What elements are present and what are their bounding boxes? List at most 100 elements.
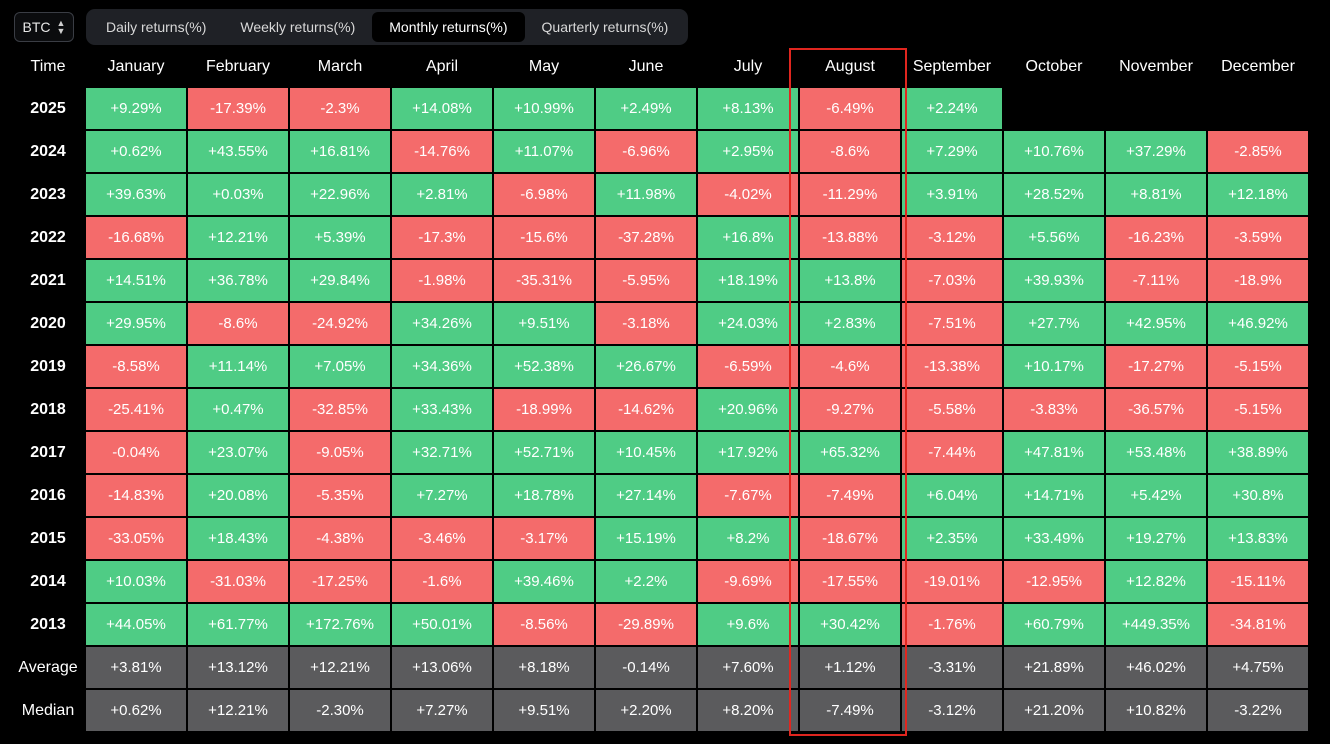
return-cell: +172.76%	[290, 604, 390, 645]
return-cell: +15.19%	[596, 518, 696, 559]
return-cell: -7.11%	[1106, 260, 1206, 301]
return-cell: -4.02%	[698, 174, 798, 215]
return-cell: -6.98%	[494, 174, 594, 215]
year-row-2024: 2024 +0.62% +43.55% +16.81% -14.76% +11.07% -6…	[12, 131, 1308, 172]
return-cell: +39.46%	[494, 561, 594, 602]
return-cell: -31.03%	[188, 561, 288, 602]
row-label: 2014	[30, 572, 66, 590]
return-cell: +11.98%	[596, 174, 696, 215]
return-cell: -35.31%	[494, 260, 594, 301]
return-cell: +2.49%	[596, 88, 696, 129]
return-cell: +44.05%	[86, 604, 186, 645]
return-cell: +18.78%	[494, 475, 594, 516]
return-cell: -15.6%	[494, 217, 594, 258]
return-cell: +12.18%	[1208, 174, 1308, 215]
return-cell: +32.71%	[392, 432, 492, 473]
return-cell: -15.11%	[1208, 561, 1308, 602]
return-cell: -25.41%	[86, 389, 186, 430]
return-cell: -29.89%	[596, 604, 696, 645]
return-cell: +3.81%	[86, 647, 186, 688]
return-cell: -8.58%	[86, 346, 186, 387]
chevron-up-down-icon: ▲ ▼	[56, 18, 66, 36]
summary-row-median: Median +0.62% +12.21% -2.30% +7.27% +9.51% +2.…	[12, 690, 1308, 731]
return-cell: -11.29%	[800, 174, 900, 215]
return-cell: +0.62%	[86, 131, 186, 172]
column-header-may: May	[528, 58, 560, 75]
return-cell: +16.8%	[698, 217, 798, 258]
return-cell: -7.44%	[902, 432, 1002, 473]
return-cell: +33.49%	[1004, 518, 1104, 559]
return-cell: +9.51%	[494, 303, 594, 344]
return-cell: +10.99%	[494, 88, 594, 129]
return-cell: -17.3%	[392, 217, 492, 258]
return-cell: +7.60%	[698, 647, 798, 688]
return-cell: +21.20%	[1004, 690, 1104, 731]
return-cell: -1.98%	[392, 260, 492, 301]
return-cell: +27.14%	[596, 475, 696, 516]
return-cell: +17.92%	[698, 432, 798, 473]
return-cell: -24.92%	[290, 303, 390, 344]
row-label: 2020	[30, 314, 66, 332]
return-cell: -7.49%	[800, 690, 900, 731]
year-row-2016: 2016 -14.83% +20.08% -5.35% +7.27% +18.78% +27…	[12, 475, 1308, 516]
column-header-time: Time	[30, 58, 66, 75]
return-cell: +2.81%	[392, 174, 492, 215]
return-cell: +2.35%	[902, 518, 1002, 559]
return-cell: -2.3%	[290, 88, 390, 129]
asset-select-label: BTC	[22, 19, 51, 35]
tab-monthly-returns[interactable]: Monthly returns(%)	[372, 12, 525, 42]
year-row-2021: 2021 +14.51% +36.78% +29.84% -1.98% -35.31% -5…	[12, 260, 1308, 301]
return-cell: +18.19%	[698, 260, 798, 301]
row-label: 2019	[30, 357, 66, 375]
table-body: 2025 +9.29% -17.39% -2.3% +14.08% +10.99% +2.4…	[12, 88, 1308, 731]
return-cell: -3.59%	[1208, 217, 1308, 258]
return-cell: +14.08%	[392, 88, 492, 129]
return-cell: -8.6%	[800, 131, 900, 172]
row-label: 2015	[30, 529, 66, 547]
asset-select[interactable]: BTC ▲ ▼	[14, 12, 74, 42]
return-cell: +9.51%	[494, 690, 594, 731]
year-row-2013: 2013 +44.05% +61.77% +172.76% +50.01% -8.56% -…	[12, 604, 1308, 645]
return-cell: -2.85%	[1208, 131, 1308, 172]
return-cell: +14.51%	[86, 260, 186, 301]
return-cell: -14.76%	[392, 131, 492, 172]
summary-row-average: Average +3.81% +13.12% +12.21% +13.06% +8.18%…	[12, 647, 1308, 688]
return-cell: +23.07%	[188, 432, 288, 473]
row-label: 2017	[30, 443, 66, 461]
return-cell: -8.6%	[188, 303, 288, 344]
tab-weekly-returns[interactable]: Weekly returns(%)	[240, 19, 356, 35]
return-cell: +21.89%	[1004, 647, 1104, 688]
return-cell: +43.55%	[188, 131, 288, 172]
return-cell: +30.42%	[800, 604, 900, 645]
return-cell: -14.62%	[596, 389, 696, 430]
tab-quarterly-returns[interactable]: Quarterly returns(%)	[541, 19, 669, 35]
return-cell: -13.88%	[800, 217, 900, 258]
return-cell: -13.38%	[902, 346, 1002, 387]
return-cell: -7.03%	[902, 260, 1002, 301]
return-cell: +2.2%	[596, 561, 696, 602]
return-cell: +9.6%	[698, 604, 798, 645]
return-cell: -8.56%	[494, 604, 594, 645]
return-cell: -9.27%	[800, 389, 900, 430]
return-cell: +16.81%	[290, 131, 390, 172]
return-cell: -3.18%	[596, 303, 696, 344]
return-cell: +14.71%	[1004, 475, 1104, 516]
return-cell: -6.59%	[698, 346, 798, 387]
year-row-2018: 2018 -25.41% +0.47% -32.85% +33.43% -18.99% -1…	[12, 389, 1308, 430]
return-cell: +26.67%	[596, 346, 696, 387]
return-cell: +37.29%	[1106, 131, 1206, 172]
return-cell: +46.02%	[1106, 647, 1206, 688]
return-cell: +4.75%	[1208, 647, 1308, 688]
return-cell: -12.95%	[1004, 561, 1104, 602]
return-cell: -7.49%	[800, 475, 900, 516]
return-cell: +2.95%	[698, 131, 798, 172]
return-cell: -5.15%	[1208, 389, 1308, 430]
row-label: 2021	[30, 271, 66, 289]
year-row-2019: 2019 -8.58% +11.14% +7.05% +34.36% +52.38% +26…	[12, 346, 1308, 387]
return-cell: -9.05%	[290, 432, 390, 473]
return-cell: -4.6%	[800, 346, 900, 387]
return-cell: +46.92%	[1208, 303, 1308, 344]
tab-daily-returns[interactable]: Daily returns(%)	[106, 19, 207, 35]
return-cell: -17.55%	[800, 561, 900, 602]
return-cell: -1.6%	[392, 561, 492, 602]
